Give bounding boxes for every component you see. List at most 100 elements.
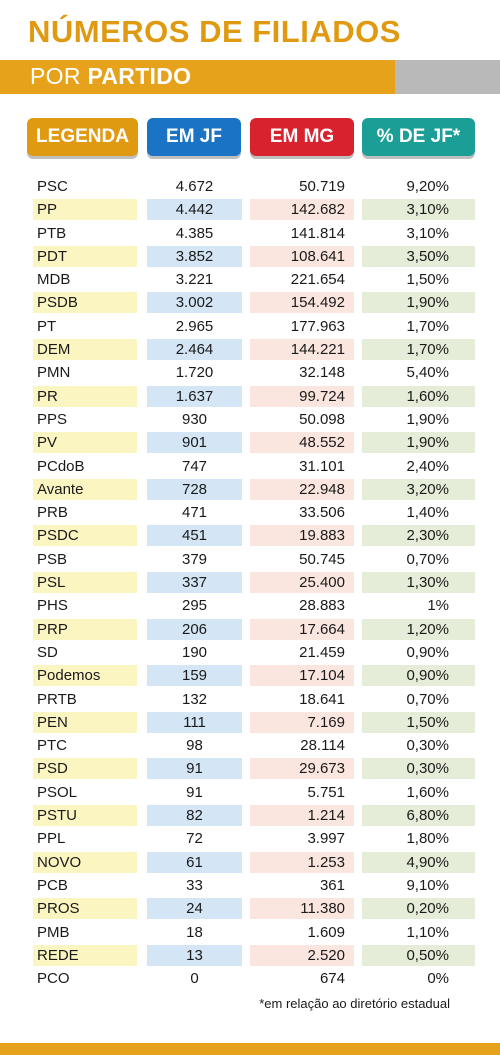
party-cell: SD bbox=[37, 643, 58, 661]
party-cell: PP bbox=[33, 199, 137, 221]
table-row: PMB 18 1.609 1,10% bbox=[0, 921, 500, 944]
em-jf-cell: 13 bbox=[147, 944, 242, 966]
party-cell: REDE bbox=[33, 944, 137, 966]
em-jf-cell: 206 bbox=[147, 618, 242, 640]
party-cell: PROS bbox=[33, 898, 137, 920]
percent-jf-cell: 2,40% bbox=[406, 457, 449, 475]
party-cell: PEN bbox=[33, 711, 137, 733]
subtitle-bold: PARTIDO bbox=[87, 63, 192, 89]
em-jf-cell: 930 bbox=[181, 410, 208, 428]
party-cell: PTB bbox=[37, 224, 67, 242]
em-mg-cell: 142.682 bbox=[250, 199, 354, 221]
percent-jf-cell: 0,50% bbox=[362, 944, 475, 966]
percent-jf-cell: 1,70% bbox=[406, 317, 449, 335]
table-row: MDB 3.221 221.654 1,50% bbox=[0, 268, 500, 291]
percent-jf-cell: 0,70% bbox=[406, 550, 449, 568]
em-mg-cell: 19.883 bbox=[250, 525, 354, 547]
percent-jf-cell: 4,90% bbox=[362, 851, 475, 873]
em-jf-cell: 132 bbox=[181, 690, 208, 708]
em-jf-cell: 728 bbox=[147, 478, 242, 500]
party-cell: PR bbox=[33, 385, 137, 407]
percent-jf-cell: 9,10% bbox=[406, 876, 449, 894]
percent-jf-cell: 1,90% bbox=[362, 292, 475, 314]
em-jf-cell: 4.672 bbox=[175, 178, 214, 195]
subtitle: POR PARTIDO bbox=[30, 63, 191, 90]
party-cell: PSTU bbox=[33, 805, 137, 827]
em-mg-cell: 1.253 bbox=[250, 851, 354, 873]
em-jf-cell: 3.852 bbox=[147, 245, 242, 267]
table-row: PSDC 451 19.883 2,30% bbox=[0, 524, 500, 547]
em-jf-cell: 379 bbox=[181, 550, 208, 568]
table-row: PDT 3.852 108.641 3,50% bbox=[0, 245, 500, 268]
em-jf-cell: 2.464 bbox=[147, 339, 242, 361]
em-jf-cell: 471 bbox=[181, 504, 208, 522]
em-mg-cell: 361 bbox=[319, 876, 345, 894]
percent-jf-cell: 5,40% bbox=[406, 364, 449, 382]
party-cell: PPS bbox=[37, 410, 68, 428]
em-mg-cell: 17.104 bbox=[250, 665, 354, 687]
party-cell: PSB bbox=[37, 550, 68, 568]
em-mg-cell: 1.214 bbox=[250, 805, 354, 827]
em-jf-cell: 4.385 bbox=[175, 224, 214, 242]
subtitle-prefix: POR bbox=[30, 63, 88, 89]
table-row: PTB 4.385 141.814 3,10% bbox=[0, 222, 500, 245]
em-jf-cell: 1.637 bbox=[147, 385, 242, 407]
party-cell: PT bbox=[37, 317, 57, 335]
em-mg-cell: 674 bbox=[319, 970, 345, 988]
percent-jf-cell: 0,30% bbox=[406, 737, 449, 755]
em-mg-cell: 3.997 bbox=[307, 830, 345, 848]
table-row: PTC 98 28.114 0,30% bbox=[0, 734, 500, 757]
party-cell: PSL bbox=[33, 572, 137, 594]
em-jf-cell: 18 bbox=[186, 923, 203, 941]
percent-jf-cell: 1,60% bbox=[362, 385, 475, 407]
party-cell: PV bbox=[33, 432, 137, 454]
em-jf-cell: 0 bbox=[190, 970, 199, 988]
percent-jf-cell: 1,40% bbox=[406, 504, 449, 522]
subtitle-bar: POR PARTIDO bbox=[0, 60, 500, 94]
percent-jf-cell: 1,70% bbox=[362, 339, 475, 361]
percent-jf-cell: 3,20% bbox=[362, 478, 475, 500]
em-mg-cell: 177.963 bbox=[290, 317, 345, 335]
table-row: PT 2.965 177.963 1,70% bbox=[0, 315, 500, 338]
data-table: PSC 4.672 50.719 9,20% PP 4.442 142.682 3,10% PT… bbox=[0, 175, 500, 990]
em-jf-cell: 747 bbox=[181, 457, 208, 475]
percent-jf-cell: 1,60% bbox=[406, 783, 449, 801]
table-row: PPL 72 3.997 1,80% bbox=[0, 827, 500, 850]
table-row: DEM 2.464 144.221 1,70% bbox=[0, 338, 500, 361]
table-row: PHS 295 28.883 1% bbox=[0, 594, 500, 617]
em-mg-cell: 1.609 bbox=[307, 923, 345, 941]
party-cell: PRB bbox=[37, 504, 68, 522]
em-mg-cell: 99.724 bbox=[250, 385, 354, 407]
em-mg-cell: 2.520 bbox=[250, 944, 354, 966]
party-cell: PHS bbox=[37, 597, 68, 615]
party-cell: PSD bbox=[33, 758, 137, 780]
party-cell: PMB bbox=[37, 923, 70, 941]
table-row: REDE 13 2.520 0,50% bbox=[0, 944, 500, 967]
table-row: PCB 33 361 9,10% bbox=[0, 874, 500, 897]
em-jf-cell: 72 bbox=[186, 830, 203, 848]
em-jf-cell: 2.965 bbox=[175, 317, 214, 335]
em-jf-cell: 190 bbox=[181, 643, 208, 661]
percent-jf-cell: 1,80% bbox=[406, 830, 449, 848]
percent-jf-cell: 0,70% bbox=[406, 690, 449, 708]
em-mg-cell: 22.948 bbox=[250, 478, 354, 500]
percent-jf-cell: 2,30% bbox=[362, 525, 475, 547]
em-jf-cell: 4.442 bbox=[147, 199, 242, 221]
party-cell: DEM bbox=[33, 339, 137, 361]
em-jf-cell: 295 bbox=[181, 597, 208, 615]
em-jf-cell: 3.002 bbox=[147, 292, 242, 314]
em-mg-cell: 28.883 bbox=[299, 597, 345, 615]
em-mg-cell: 31.101 bbox=[299, 457, 345, 475]
percent-jf-cell: 9,20% bbox=[406, 178, 449, 195]
em-jf-cell: 91 bbox=[186, 783, 203, 801]
party-cell: NOVO bbox=[33, 851, 137, 873]
percent-jf-cell: 0,30% bbox=[362, 758, 475, 780]
em-jf-cell: 61 bbox=[147, 851, 242, 873]
table-row: PRTB 132 18.641 0,70% bbox=[0, 688, 500, 711]
table-row: PCO 0 674 0% bbox=[0, 967, 500, 990]
party-cell: PRTB bbox=[37, 690, 77, 708]
em-jf-cell: 901 bbox=[147, 432, 242, 454]
percent-jf-cell: 1,50% bbox=[406, 271, 449, 289]
em-jf-cell: 3.221 bbox=[175, 271, 214, 289]
percent-jf-cell: 3,10% bbox=[406, 224, 449, 242]
